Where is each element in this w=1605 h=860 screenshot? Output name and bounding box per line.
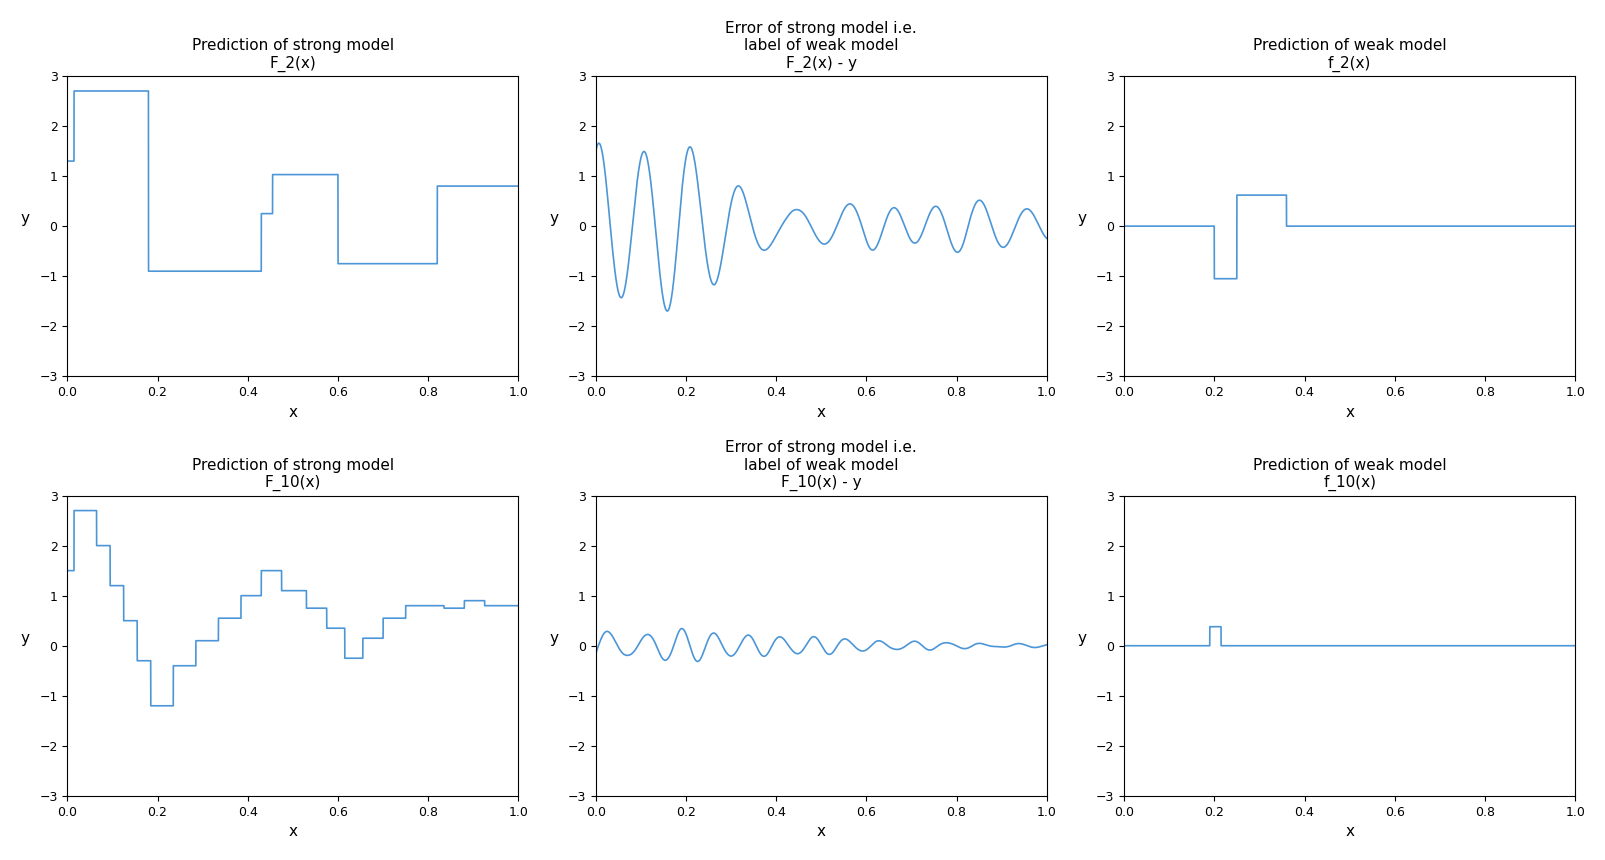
Y-axis label: y: y [1077, 630, 1087, 646]
Title: Error of strong model i.e.
label of weak model
F_2(x) - y: Error of strong model i.e. label of weak… [725, 21, 916, 72]
Title: Prediction of weak model
f_2(x): Prediction of weak model f_2(x) [1252, 38, 1446, 72]
Title: Prediction of strong model
F_10(x): Prediction of strong model F_10(x) [191, 458, 393, 491]
Y-axis label: y: y [21, 212, 30, 226]
Title: Prediction of strong model
F_2(x): Prediction of strong model F_2(x) [191, 38, 393, 72]
X-axis label: x: x [289, 824, 297, 839]
Y-axis label: y: y [549, 212, 559, 226]
Y-axis label: y: y [21, 630, 30, 646]
X-axis label: x: x [1345, 824, 1353, 839]
Y-axis label: y: y [1077, 212, 1087, 226]
X-axis label: x: x [817, 824, 825, 839]
Title: Error of strong model i.e.
label of weak model
F_10(x) - y: Error of strong model i.e. label of weak… [725, 440, 916, 491]
X-axis label: x: x [1345, 404, 1353, 420]
Y-axis label: y: y [549, 630, 559, 646]
X-axis label: x: x [289, 404, 297, 420]
X-axis label: x: x [817, 404, 825, 420]
Title: Prediction of weak model
f_10(x): Prediction of weak model f_10(x) [1252, 458, 1446, 491]
